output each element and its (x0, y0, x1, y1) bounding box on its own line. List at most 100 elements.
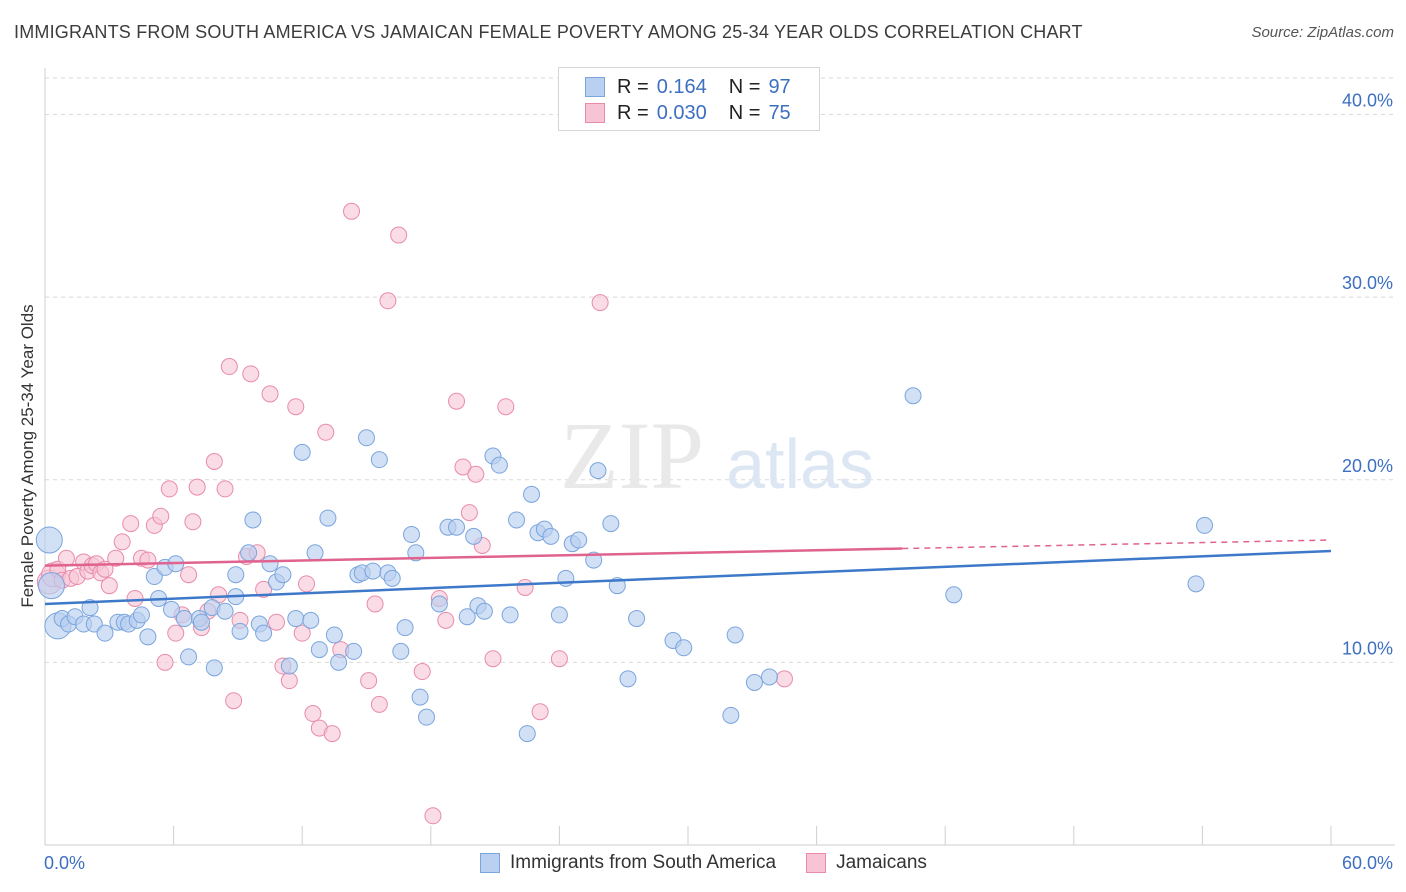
axis-layer (44, 68, 1395, 846)
data-point-jamaicans (280, 672, 298, 690)
data-point-south-america (370, 451, 388, 469)
x-tick-label: 60.0% (1342, 853, 1393, 873)
data-point-south-america (35, 526, 63, 554)
data-point-jamaicans (297, 575, 315, 593)
data-point-jamaicans (484, 650, 502, 668)
data-point-south-america (570, 531, 588, 549)
data-point-south-america (501, 606, 519, 624)
chart-title: IMMIGRANTS FROM SOUTH AMERICA VS JAMAICA… (14, 22, 1083, 42)
data-point-south-america (255, 624, 273, 642)
data-point-south-america (310, 641, 328, 659)
data-point-south-america (192, 613, 210, 631)
data-point-south-america (722, 706, 740, 724)
data-point-jamaicans (437, 611, 455, 629)
data-point-jamaicans (180, 566, 198, 584)
data-point-south-america (602, 515, 620, 533)
data-point-jamaicans (775, 670, 793, 688)
data-point-jamaicans (467, 465, 485, 483)
legend-label-south-america: Immigrants from South America (510, 852, 777, 873)
data-point-jamaicans (460, 504, 478, 522)
data-point-south-america (330, 653, 348, 671)
data-point-south-america (132, 606, 150, 624)
data-point-jamaicans (267, 613, 285, 631)
data-point-south-america (508, 511, 526, 529)
data-point-south-america (244, 511, 262, 529)
data-point-jamaicans (370, 695, 388, 713)
data-point-south-america (325, 626, 343, 644)
data-point-south-america (589, 462, 607, 480)
data-point-jamaicans (413, 663, 431, 681)
data-point-jamaicans (100, 577, 118, 595)
data-point-south-america (231, 622, 249, 640)
data-point-south-america (306, 544, 324, 562)
legend-item-jamaicans: Jamaicans (806, 852, 927, 874)
data-point-south-america (345, 642, 363, 660)
data-point-south-america (760, 668, 778, 686)
data-point-south-america (726, 626, 744, 644)
data-point-south-america (675, 639, 693, 657)
data-point-south-america (904, 387, 922, 405)
data-point-south-america (523, 485, 541, 503)
data-point-jamaicans (255, 580, 273, 598)
data-point-south-america (37, 572, 65, 600)
data-point-jamaicans (424, 807, 442, 825)
data-point-south-america (180, 648, 198, 666)
series-south-america (35, 387, 1214, 743)
data-point-jamaicans (220, 358, 238, 376)
trend-line-south-america (44, 549, 1332, 606)
data-point-jamaicans (390, 226, 408, 244)
legend-n-label: N = (728, 101, 761, 124)
data-point-jamaicans (516, 579, 534, 597)
data-point-south-america (319, 509, 337, 527)
data-point-south-america (293, 443, 311, 461)
series-legend: Immigrants from South America Jamaicans (480, 852, 957, 874)
legend-swatch-blue (480, 853, 500, 873)
data-point-south-america (227, 566, 245, 584)
data-point-jamaicans (126, 589, 144, 607)
trend-line-jamaicans-extension (902, 539, 1332, 550)
data-point-jamaicans (497, 398, 515, 416)
legend-row-south-america: R = 0.164 N = 97 (585, 75, 813, 99)
data-point-south-america (542, 527, 560, 545)
data-point-south-america (945, 586, 963, 604)
trend-lines (44, 539, 1332, 606)
data-point-south-america (175, 610, 193, 628)
data-point-jamaicans (242, 365, 260, 383)
data-point-jamaicans (156, 653, 174, 671)
data-point-south-america (490, 456, 508, 474)
data-point-jamaicans (293, 624, 311, 642)
data-point-south-america (430, 595, 448, 613)
legend-swatch-pink (585, 103, 605, 123)
data-point-south-america (96, 624, 114, 642)
y-axis-label: Female Poverty Among 25-34 Year Olds (18, 304, 37, 608)
data-point-south-america (745, 673, 763, 691)
stats-legend: R = 0.164 N = 97 R = 0.030 N = 75 (558, 67, 820, 131)
data-point-jamaicans (188, 478, 206, 496)
data-point-jamaicans (122, 515, 140, 533)
data-point-jamaicans (323, 725, 341, 743)
data-point-jamaicans (550, 650, 568, 668)
data-point-jamaicans (261, 385, 279, 403)
legend-r-value: 0.030 (656, 101, 707, 124)
data-point-south-america (1187, 575, 1205, 593)
data-point-jamaicans (448, 392, 466, 410)
data-point-south-america (216, 602, 234, 620)
data-point-jamaicans (454, 458, 472, 476)
data-point-jamaicans (225, 692, 243, 710)
data-point-jamaicans (366, 595, 384, 613)
data-point-jamaicans (360, 672, 378, 690)
data-point-south-america (619, 670, 637, 688)
data-point-south-america (1196, 516, 1214, 534)
data-point-jamaicans (531, 703, 549, 721)
legend-n-label: N = (728, 75, 761, 98)
data-point-jamaicans (591, 294, 609, 312)
watermark-zip: ZIP (560, 402, 704, 509)
data-point-jamaicans (160, 480, 178, 498)
data-point-jamaicans (287, 398, 305, 416)
data-point-south-america (465, 527, 483, 545)
data-point-south-america (458, 608, 476, 626)
data-point-south-america (240, 544, 258, 562)
data-point-south-america (274, 566, 292, 584)
y-tick-label: 40.0% (1342, 91, 1393, 111)
watermark-atlas: atlas (726, 425, 874, 503)
